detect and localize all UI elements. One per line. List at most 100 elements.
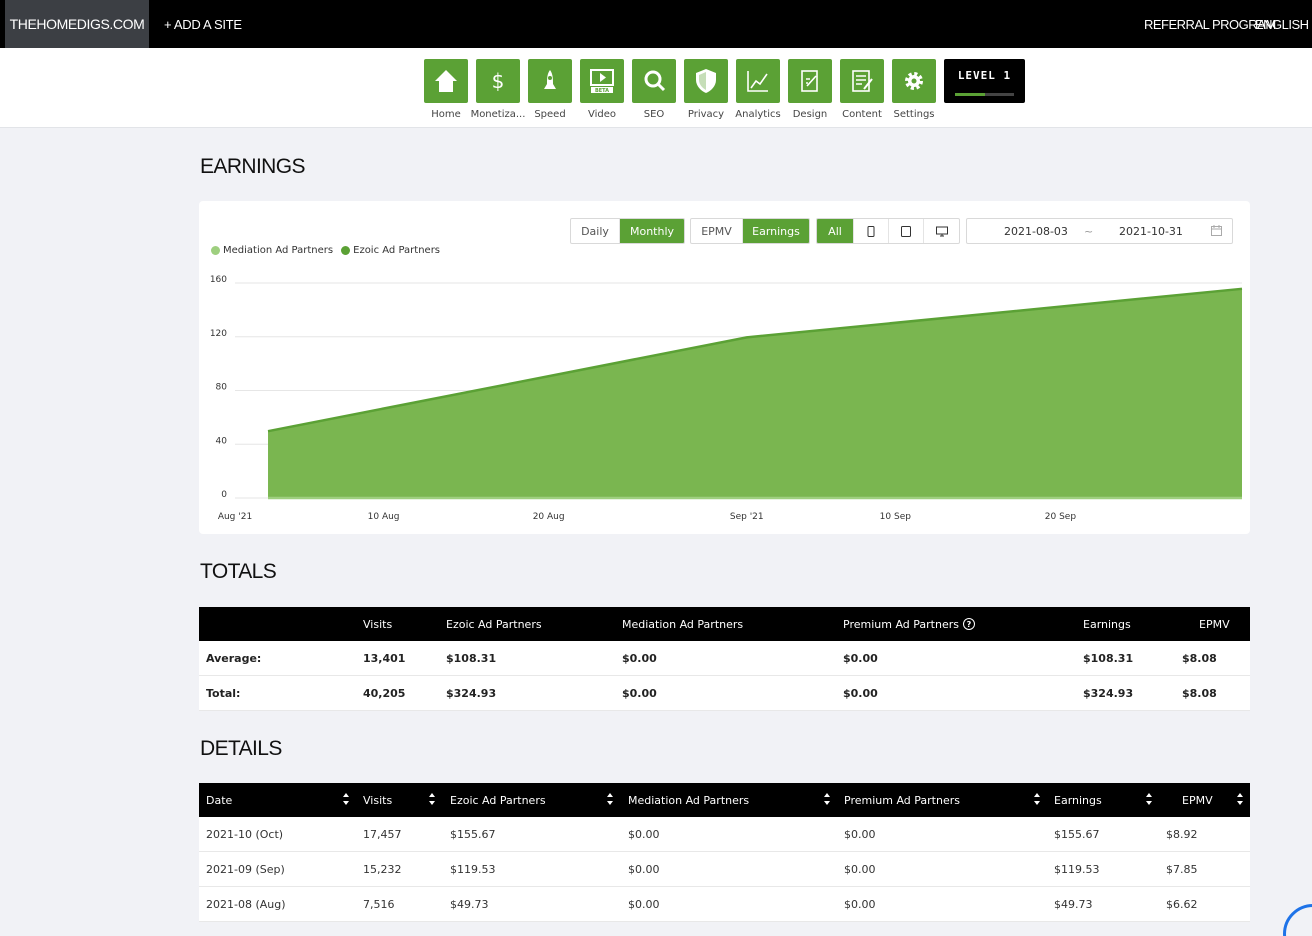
cell-date: 2021-10 (Oct): [206, 827, 284, 841]
svg-text:BETA: BETA: [595, 88, 609, 94]
cell-ezoic: $49.73: [450, 897, 489, 911]
level-badge[interactable]: LEVEL 1: [944, 59, 1025, 103]
col-visits[interactable]: Visits: [363, 793, 393, 807]
sort-icon[interactable]: [429, 793, 437, 807]
nav-label: Settings: [893, 109, 935, 120]
monthly-button[interactable]: Monthly: [620, 219, 684, 243]
mobile-button[interactable]: [854, 219, 889, 243]
date-end[interactable]: 2021-10-31: [1119, 225, 1183, 238]
y-tick-label: 80: [216, 383, 228, 393]
cell-earnings: $49.73: [1054, 897, 1093, 911]
col-mediation[interactable]: Mediation Ad Partners: [628, 793, 750, 807]
magnifier-icon: [644, 70, 666, 92]
details-title: DETAILS: [200, 737, 282, 760]
sort-icon[interactable]: [1237, 793, 1245, 807]
site-selector[interactable]: THEHOMEDIGS.COM: [5, 0, 149, 48]
tablet-button[interactable]: [889, 219, 924, 243]
y-tick-label: 0: [221, 490, 227, 500]
x-tick-label: 20 Aug: [533, 512, 565, 522]
col-earnings: Earnings: [1083, 617, 1131, 631]
cell-date: 2021-09 (Sep): [206, 862, 285, 876]
legend-ezoic[interactable]: Ezoic Ad Partners: [341, 245, 440, 256]
legend-mediation[interactable]: Mediation Ad Partners: [211, 245, 333, 256]
chart-legend: Mediation Ad Partners Ezoic Ad Partners: [211, 245, 448, 256]
mobile-icon: [867, 225, 875, 237]
nav-monetization[interactable]: $ Monetiza...: [471, 59, 525, 120]
totals-header: Visits Ezoic Ad Partners Mediation Ad Pa…: [199, 607, 1250, 641]
desktop-button[interactable]: [924, 219, 959, 243]
col-premium[interactable]: Premium Ad Partners: [844, 793, 960, 807]
nav-analytics[interactable]: Analytics: [735, 59, 781, 120]
cell-mediation: $0.00: [622, 651, 657, 665]
col-earnings[interactable]: Earnings: [1054, 793, 1102, 807]
daily-button[interactable]: Daily: [571, 219, 620, 243]
level-progress-bar: [955, 93, 1014, 96]
nav-settings[interactable]: Settings: [892, 59, 936, 120]
x-tick-label: Sep '21: [730, 512, 764, 522]
cell-epmv: $7.85: [1166, 862, 1198, 876]
language-selector[interactable]: ENGLISH: [1255, 0, 1312, 48]
period-toggle: Daily Monthly: [570, 218, 685, 244]
metric-toggle: EPMV Earnings: [690, 218, 810, 244]
cell-premium: $0.00: [844, 862, 876, 876]
col-date[interactable]: Date: [206, 793, 233, 807]
sort-icon[interactable]: [343, 793, 351, 807]
cell-visits: 15,232: [363, 862, 402, 876]
language-label: ENGLISH: [1255, 16, 1309, 32]
level-progress-fill: [955, 93, 985, 96]
add-site-link[interactable]: + ADD A SITE: [164, 16, 242, 32]
col-epmv[interactable]: EPMV: [1182, 793, 1213, 807]
y-tick-label: 160: [210, 275, 227, 285]
cell-mediation: $0.00: [628, 827, 660, 841]
shield-icon: [696, 69, 716, 93]
gear-icon: [905, 72, 923, 90]
nav-content[interactable]: Content: [840, 59, 884, 120]
cell-mediation: $0.00: [628, 897, 660, 911]
earnings-title: EARNINGS: [200, 155, 305, 178]
all-devices-button[interactable]: All: [817, 219, 854, 243]
earnings-button[interactable]: Earnings: [743, 219, 809, 243]
cell-epmv: $8.08: [1182, 686, 1217, 700]
nav-label: Design: [792, 109, 828, 120]
legend-label: Mediation Ad Partners: [223, 245, 334, 256]
sort-icon[interactable]: [824, 793, 832, 807]
cell-ezoic: $155.67: [450, 827, 496, 841]
tablet-icon: [901, 225, 911, 237]
nav-design[interactable]: Design: [788, 59, 832, 120]
nav-label: Video: [587, 109, 617, 120]
nav-privacy[interactable]: Privacy: [684, 59, 728, 120]
row-label: Average:: [206, 651, 262, 665]
sort-icon[interactable]: [1034, 793, 1042, 807]
totals-row-total: Total: 40,205 $324.93 $0.00 $0.00 $324.9…: [199, 676, 1250, 711]
y-tick-label: 120: [210, 329, 227, 339]
nav-video[interactable]: BETA Video: [580, 59, 624, 120]
nav-label: Analytics: [735, 109, 781, 120]
totals-row-average: Average: 13,401 $108.31 $0.00 $0.00 $108…: [199, 641, 1250, 676]
y-tick-label: 40: [216, 436, 228, 446]
nav-home[interactable]: Home: [424, 59, 468, 120]
date-range-picker[interactable]: 2021-08-03 ~ 2021-10-31: [966, 218, 1233, 244]
legend-swatch: [341, 246, 351, 255]
nav-speed[interactable]: Speed: [528, 59, 572, 120]
cell-premium: $0.00: [843, 686, 878, 700]
cell-mediation: $0.00: [622, 686, 657, 700]
cell-date: 2021-08 (Aug): [206, 897, 286, 911]
date-start[interactable]: 2021-08-03: [1004, 225, 1068, 238]
cell-visits: 17,457: [363, 827, 402, 841]
rocket-icon: [544, 70, 556, 89]
table-row: 2021-09 (Sep) 15,232 $119.53 $0.00 $0.00…: [199, 852, 1250, 887]
col-epmv: EPMV: [1199, 617, 1230, 631]
referral-program-link[interactable]: REFERRAL PROGRAM: [1144, 16, 1276, 32]
dollar-icon: $: [492, 69, 505, 93]
epmv-button[interactable]: EPMV: [691, 219, 743, 243]
sort-icon[interactable]: [607, 793, 615, 807]
nav-seo[interactable]: SEO: [632, 59, 676, 120]
cell-ezoic: $324.93: [446, 686, 497, 700]
help-widget-button[interactable]: [1283, 904, 1312, 936]
cell-mediation: $0.00: [628, 862, 660, 876]
col-ezoic[interactable]: Ezoic Ad Partners: [450, 793, 546, 807]
calendar-icon: [1211, 225, 1222, 236]
sort-icon[interactable]: [1146, 793, 1154, 807]
area-ezoic: [268, 288, 1243, 498]
help-icon[interactable]: ?: [962, 618, 975, 630]
